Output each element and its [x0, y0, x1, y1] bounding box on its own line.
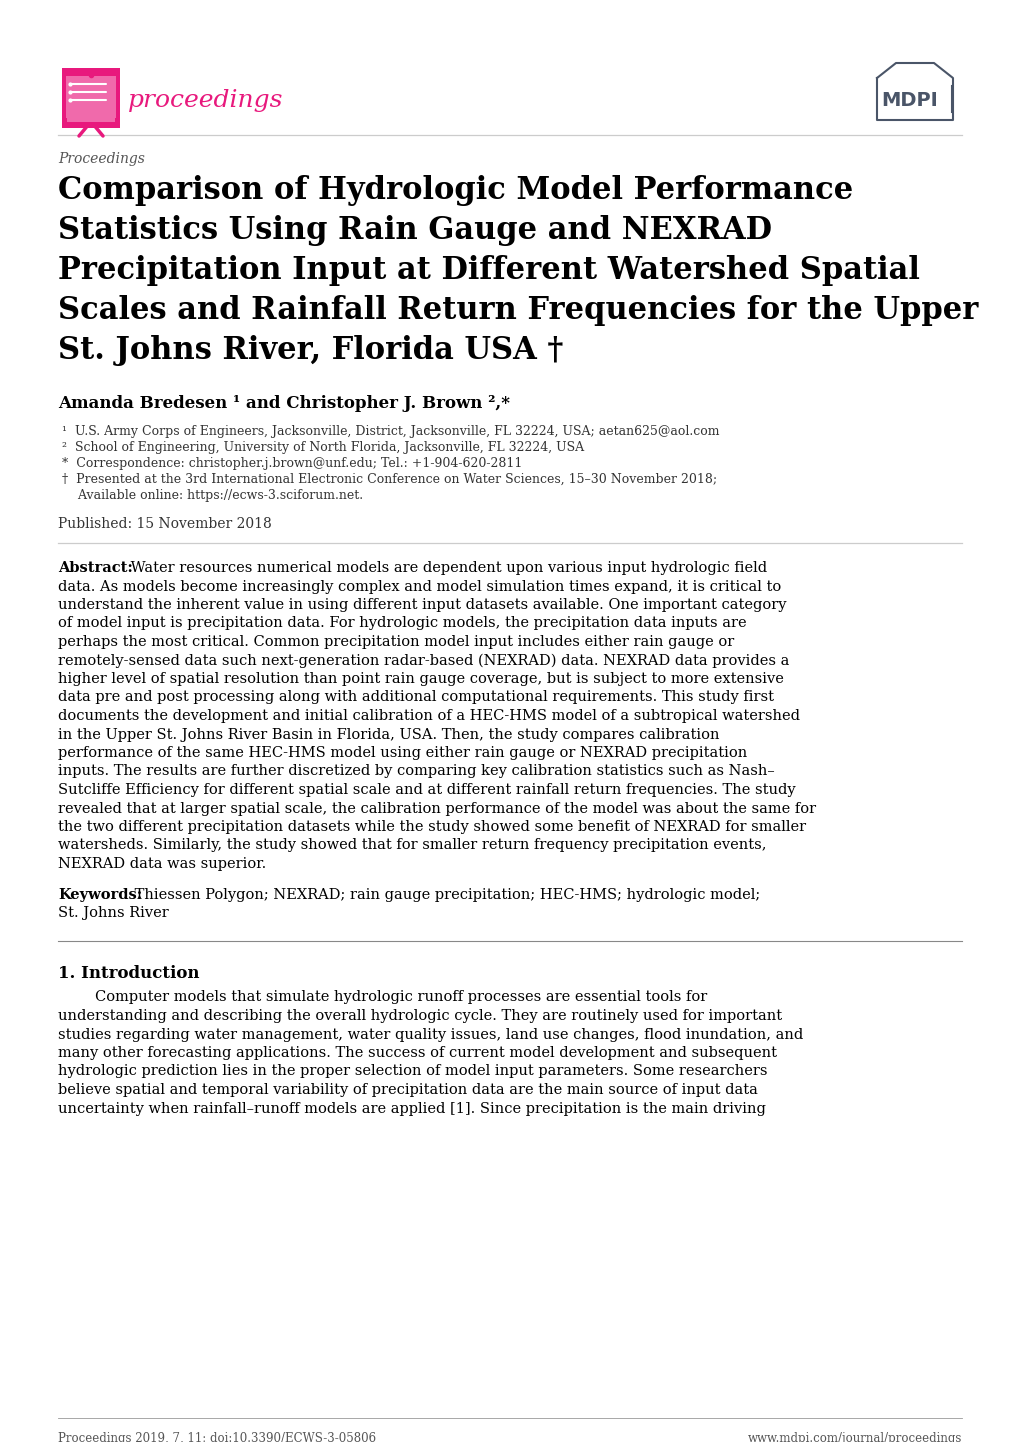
Text: Scales and Rainfall Return Frequencies for the Upper: Scales and Rainfall Return Frequencies f… — [58, 296, 977, 326]
Text: Statistics Using Rain Gauge and NEXRAD: Statistics Using Rain Gauge and NEXRAD — [58, 215, 771, 247]
Text: www.mdpi.com/journal/proceedings: www.mdpi.com/journal/proceedings — [747, 1432, 961, 1442]
Text: data pre and post processing along with additional computational requirements. T: data pre and post processing along with … — [58, 691, 773, 705]
Text: Thiessen Polygon; NEXRAD; rain gauge precipitation; HEC-HMS; hydrologic model;: Thiessen Polygon; NEXRAD; rain gauge pre… — [129, 887, 759, 901]
Text: MDPI: MDPI — [880, 91, 937, 110]
Text: Proceedings: Proceedings — [58, 151, 145, 166]
Text: Comparison of Hydrologic Model Performance: Comparison of Hydrologic Model Performan… — [58, 174, 853, 206]
Text: Keywords:: Keywords: — [58, 887, 142, 901]
Text: ¹  U.S. Army Corps of Engineers, Jacksonville, District, Jacksonville, FL 32224,: ¹ U.S. Army Corps of Engineers, Jacksonv… — [62, 425, 718, 438]
Text: 1. Introduction: 1. Introduction — [58, 965, 200, 982]
Text: performance of the same HEC-HMS model using either rain gauge or NEXRAD precipit: performance of the same HEC-HMS model us… — [58, 746, 747, 760]
Text: Published: 15 November 2018: Published: 15 November 2018 — [58, 518, 271, 531]
Text: understanding and describing the overall hydrologic cycle. They are routinely us: understanding and describing the overall… — [58, 1009, 782, 1022]
Text: proceedings: proceedings — [127, 88, 283, 111]
Text: hydrologic prediction lies in the proper selection of model input parameters. So: hydrologic prediction lies in the proper… — [58, 1064, 766, 1079]
Text: Amanda Bredesen ¹ and Christopher J. Brown ²,*: Amanda Bredesen ¹ and Christopher J. Bro… — [58, 395, 510, 412]
Text: Abstract:: Abstract: — [58, 561, 132, 575]
Text: documents the development and initial calibration of a HEC-HMS model of a subtro: documents the development and initial ca… — [58, 709, 799, 722]
Text: understand the inherent value in using different input datasets available. One i: understand the inherent value in using d… — [58, 598, 786, 611]
Text: of model input is precipitation data. For hydrologic models, the precipitation d: of model input is precipitation data. Fo… — [58, 617, 746, 630]
Text: believe spatial and temporal variability of precipitation data are the main sour: believe spatial and temporal variability… — [58, 1083, 757, 1097]
Text: perhaps the most critical. Common precipitation model input includes either rain: perhaps the most critical. Common precip… — [58, 634, 734, 649]
Text: *  Correspondence: christopher.j.brown@unf.edu; Tel.: +1-904-620-2811: * Correspondence: christopher.j.brown@un… — [62, 457, 522, 470]
Text: Available online: https://ecws-3.sciforum.net.: Available online: https://ecws-3.sciforu… — [62, 489, 363, 502]
Text: NEXRAD data was superior.: NEXRAD data was superior. — [58, 857, 266, 871]
Text: watersheds. Similarly, the study showed that for smaller return frequency precip: watersheds. Similarly, the study showed … — [58, 838, 765, 852]
FancyBboxPatch shape — [62, 68, 120, 128]
Text: Computer models that simulate hydrologic runoff processes are essential tools fo: Computer models that simulate hydrologic… — [58, 991, 706, 1005]
Text: in the Upper St. Johns River Basin in Florida, USA. Then, the study compares cal: in the Upper St. Johns River Basin in Fl… — [58, 728, 718, 741]
Text: Precipitation Input at Different Watershed Spatial: Precipitation Input at Different Watersh… — [58, 255, 919, 286]
Text: uncertainty when rainfall–runoff models are applied [1]. Since precipitation is : uncertainty when rainfall–runoff models … — [58, 1102, 765, 1116]
Text: studies regarding water management, water quality issues, land use changes, floo: studies regarding water management, wate… — [58, 1028, 803, 1041]
FancyBboxPatch shape — [66, 76, 116, 118]
Text: remotely-sensed data such next-generation radar-based (NEXRAD) data. NEXRAD data: remotely-sensed data such next-generatio… — [58, 653, 789, 668]
Text: higher level of spatial resolution than point rain gauge coverage, but is subjec: higher level of spatial resolution than … — [58, 672, 784, 686]
FancyBboxPatch shape — [67, 82, 115, 123]
Text: Water resources numerical models are dependent upon various input hydrologic fie: Water resources numerical models are dep… — [126, 561, 766, 575]
Text: St. Johns River: St. Johns River — [58, 906, 168, 920]
Text: many other forecasting applications. The success of current model development an: many other forecasting applications. The… — [58, 1045, 776, 1060]
Text: Proceedings 2019, 7, 11; doi:10.3390/ECWS-3-05806: Proceedings 2019, 7, 11; doi:10.3390/ECW… — [58, 1432, 376, 1442]
Text: †  Presented at the 3rd International Electronic Conference on Water Sciences, 1: † Presented at the 3rd International Ele… — [62, 473, 716, 486]
Text: the two different precipitation datasets while the study showed some benefit of : the two different precipitation datasets… — [58, 820, 805, 833]
Text: St. Johns River, Florida USA †: St. Johns River, Florida USA † — [58, 335, 562, 366]
Text: data. As models become increasingly complex and model simulation times expand, i: data. As models become increasingly comp… — [58, 580, 781, 594]
Text: revealed that at larger spatial scale, the calibration performance of the model : revealed that at larger spatial scale, t… — [58, 802, 815, 816]
Text: inputs. The results are further discretized by comparing key calibration statist: inputs. The results are further discreti… — [58, 764, 774, 779]
Text: ²  School of Engineering, University of North Florida, Jacksonville, FL 32224, U: ² School of Engineering, University of N… — [62, 441, 584, 454]
Text: Sutcliffe Efficiency for different spatial scale and at different rainfall retur: Sutcliffe Efficiency for different spati… — [58, 783, 795, 797]
